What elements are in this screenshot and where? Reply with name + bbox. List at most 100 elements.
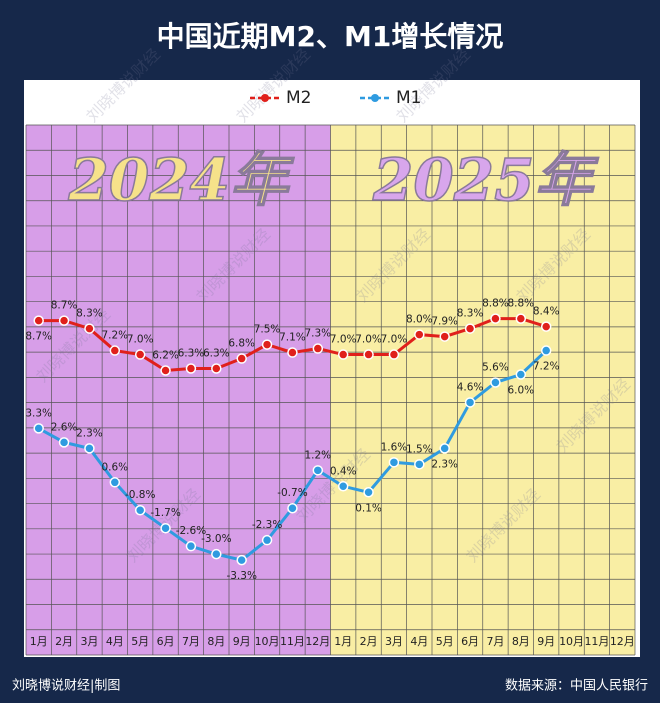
- point: [134, 349, 146, 360]
- x-tick-label: 3月: [80, 635, 98, 648]
- point: [414, 459, 425, 470]
- value-label: 2.3%: [431, 458, 458, 470]
- value-label: 1.2%: [304, 449, 331, 461]
- value-label: 6.2%: [152, 350, 179, 362]
- point: [287, 347, 298, 358]
- value-label: 8.7%: [25, 331, 52, 343]
- value-label: 8.3%: [76, 308, 103, 320]
- x-tick-label: 4月: [106, 635, 124, 648]
- x-tick-label: 11月: [584, 635, 609, 648]
- legend-label: M1: [396, 88, 421, 108]
- point: [464, 323, 476, 334]
- value-label: 7.0%: [330, 334, 357, 346]
- point: [211, 548, 222, 560]
- value-label: 2.3%: [76, 427, 103, 439]
- point: [414, 329, 425, 340]
- x-tick-label: 9月: [537, 635, 555, 648]
- value-label: 7.9%: [431, 316, 458, 328]
- value-label: 6.0%: [507, 385, 534, 397]
- value-label: 8.8%: [482, 298, 509, 310]
- x-tick-label: 5月: [436, 635, 454, 648]
- value-label: 7.2%: [533, 361, 560, 373]
- value-label: 7.2%: [101, 330, 128, 342]
- value-label: 7.1%: [279, 332, 306, 344]
- value-label: 8.3%: [457, 308, 484, 320]
- credit: 刘晓博说财经|制图: [12, 679, 120, 694]
- value-label: 2.6%: [51, 421, 78, 433]
- point: [185, 540, 197, 552]
- value-label: 7.0%: [355, 334, 382, 346]
- value-label: 8.4%: [533, 306, 560, 318]
- x-tick-label: 1月: [334, 635, 352, 648]
- value-label: 8.0%: [406, 314, 433, 326]
- point: [261, 339, 273, 350]
- point: [337, 349, 349, 360]
- value-label: 3.3%: [25, 407, 52, 419]
- x-tick-label: 10月: [559, 635, 584, 648]
- legend-dot: [261, 94, 269, 102]
- value-label: 0.4%: [330, 465, 357, 477]
- x-tick-label: 8月: [207, 635, 225, 648]
- x-tick-label: 11月: [280, 635, 305, 648]
- value-label: -1.7%: [150, 507, 180, 519]
- point: [211, 363, 222, 374]
- value-label: 6.8%: [228, 338, 255, 350]
- value-label: 1.5%: [406, 443, 433, 455]
- value-label: -2.6%: [176, 525, 206, 537]
- point: [236, 353, 247, 364]
- x-tick-label: 7月: [486, 635, 504, 648]
- value-label: 0.1%: [355, 502, 382, 514]
- point: [388, 457, 400, 468]
- x-tick-label: 5月: [131, 635, 149, 648]
- value-label: 7.5%: [254, 324, 281, 336]
- x-tick-label: 12月: [305, 635, 330, 648]
- x-tick-label: 10月: [255, 635, 280, 648]
- point: [312, 465, 324, 476]
- point: [312, 343, 324, 354]
- point: [236, 554, 247, 566]
- chart-title: 中国近期M2、M1增长情况: [157, 20, 504, 53]
- value-label: 4.6%: [457, 381, 484, 393]
- value-label: -3.0%: [201, 533, 231, 545]
- value-label: -3.3%: [226, 570, 256, 582]
- point: [287, 502, 298, 514]
- value-label: -2.3%: [252, 519, 282, 531]
- point: [388, 349, 400, 360]
- point: [363, 487, 374, 498]
- x-tick-label: 9月: [233, 635, 251, 648]
- x-tick-label: 1月: [30, 635, 48, 648]
- point: [58, 437, 70, 448]
- x-tick-label: 4月: [410, 635, 428, 648]
- x-tick-label: 6月: [461, 635, 479, 648]
- point: [439, 331, 450, 342]
- value-label: 6.3%: [178, 348, 205, 360]
- point: [515, 313, 527, 324]
- point: [540, 345, 552, 356]
- point: [84, 443, 95, 454]
- point: [109, 345, 121, 356]
- point: [33, 315, 44, 326]
- value-label: 1.6%: [381, 441, 408, 453]
- period-label: 2024年: [68, 146, 295, 214]
- value-label: 7.0%: [381, 334, 408, 346]
- x-tick-label: 8月: [512, 635, 530, 648]
- point: [185, 363, 197, 374]
- source: 数据来源：中国人民银行: [505, 679, 648, 694]
- point: [439, 443, 450, 454]
- point: [261, 534, 273, 546]
- value-label: 0.6%: [101, 461, 128, 473]
- point: [58, 315, 70, 326]
- x-tick-label: 2月: [55, 635, 73, 648]
- point: [160, 522, 171, 534]
- x-tick-label: 7月: [182, 635, 200, 648]
- point: [33, 423, 44, 434]
- legend-dot: [371, 94, 379, 102]
- point: [337, 481, 349, 492]
- point: [464, 397, 476, 408]
- point: [134, 504, 146, 516]
- point: [109, 477, 121, 488]
- period-label: 2025年: [372, 146, 599, 214]
- value-label: 7.3%: [304, 328, 331, 340]
- point: [160, 365, 171, 376]
